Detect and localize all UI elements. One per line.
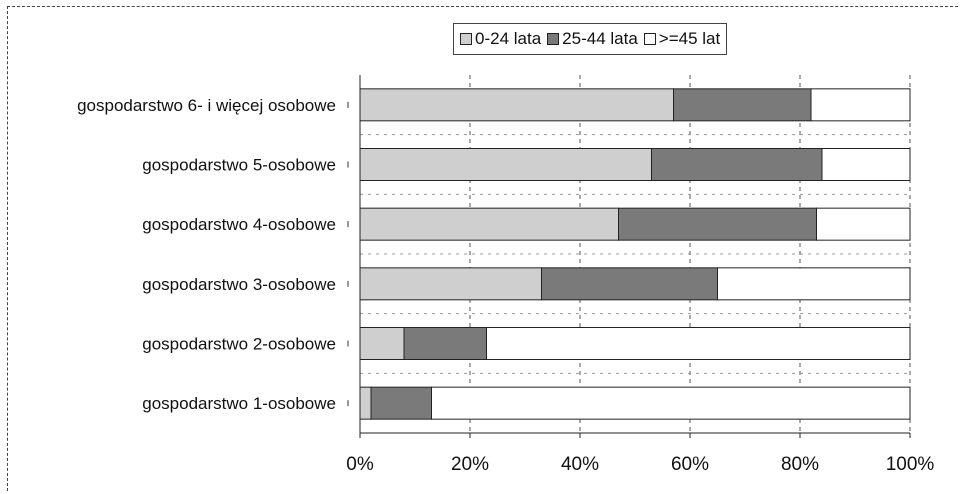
bar-segment-0-0 xyxy=(359,386,372,420)
bar-segment-0-4 xyxy=(359,148,652,181)
bar-segment-2-4 xyxy=(821,148,911,181)
bar-segment-2-2 xyxy=(717,267,911,301)
bar-segment-0-1 xyxy=(359,327,405,360)
bar-segment-1-5 xyxy=(673,88,812,122)
x-tick-label: 20% xyxy=(451,454,489,475)
legend: 0-24 lata 25-44 lata >=45 lat xyxy=(453,23,728,55)
bar-segment-1-0 xyxy=(370,386,432,420)
x-tick-label: 40% xyxy=(561,454,599,475)
legend-label-45-plus: >=45 lat xyxy=(658,29,721,48)
x-tick-label: 60% xyxy=(671,454,709,475)
legend-label-0-24: 0-24 lata xyxy=(475,29,542,48)
bar-segment-1-4 xyxy=(651,148,823,181)
legend-swatch-45-plus xyxy=(643,33,656,45)
category-label: gospodarstwo 4-osobowe xyxy=(142,215,336,234)
bar-segment-1-2 xyxy=(541,267,718,301)
category-label: gospodarstwo 5-osobowe xyxy=(142,156,336,175)
bar-segment-2-1 xyxy=(486,327,911,360)
category-label: gospodarstwo 6- i więcej osobowe xyxy=(77,96,336,115)
bar-segment-1-1 xyxy=(403,327,487,360)
bar-segment-2-0 xyxy=(431,386,911,420)
x-tick-label: 100% xyxy=(886,454,935,475)
chart-frame xyxy=(7,6,958,491)
legend-item-45-plus: >=45 lat xyxy=(643,29,721,49)
bar-segment-0-3 xyxy=(359,207,619,241)
legend-item-25-44: 25-44 lata xyxy=(547,29,638,49)
legend-label-25-44: 25-44 lata xyxy=(562,29,638,48)
x-tick-label: 80% xyxy=(781,454,819,475)
category-label: gospodarstwo 2-osobowe xyxy=(142,335,336,354)
bar-segment-0-5 xyxy=(359,88,674,122)
bar-segment-0-2 xyxy=(359,267,542,301)
category-label: gospodarstwo 3-osobowe xyxy=(142,275,336,294)
bar-segment-2-3 xyxy=(816,207,911,241)
legend-item-0-24: 0-24 lata xyxy=(460,29,541,49)
bar-segment-1-3 xyxy=(618,207,817,241)
legend-swatch-0-24 xyxy=(460,33,472,45)
bar-segment-2-5 xyxy=(810,88,911,122)
category-label: gospodarstwo 1-osobowe xyxy=(142,394,336,413)
legend-swatch-25-44 xyxy=(547,33,560,45)
x-tick-label: 0% xyxy=(346,454,374,475)
